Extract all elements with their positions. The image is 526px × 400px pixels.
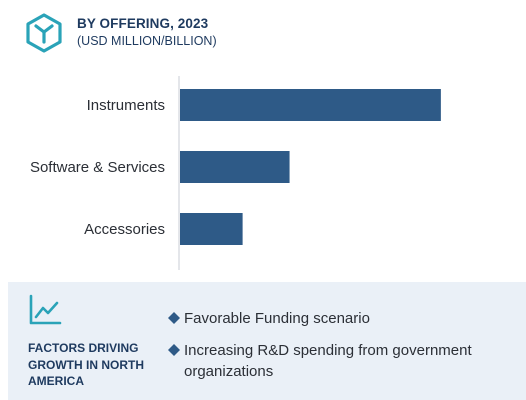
diamond-bullet-icon bbox=[168, 312, 180, 324]
trend-chart-icon bbox=[29, 294, 62, 325]
bar-2 bbox=[180, 213, 243, 245]
bar-chart: Instruments Software & Services Accessorie… bbox=[30, 76, 441, 270]
growth-drivers-panel: FACTORS DRIVING GROWTH IN NORTH AMERICA … bbox=[8, 282, 526, 400]
bar-1 bbox=[180, 151, 290, 183]
drivers-heading: FACTORS DRIVING GROWTH IN NORTH AMERICA bbox=[28, 341, 144, 388]
chart-subtitle: (USD MILLION/BILLION) bbox=[77, 34, 217, 48]
driver-text: Increasing R&D spending from government … bbox=[184, 342, 472, 380]
category-label: Accessories bbox=[84, 221, 165, 238]
drivers-list: Favorable Funding scenario Increasing R&… bbox=[168, 308, 518, 393]
bar-0 bbox=[180, 89, 441, 121]
chart-title: BY OFFERING, 2023 bbox=[77, 16, 209, 31]
hexagon-y-logo-icon bbox=[26, 13, 62, 53]
category-label: Instruments bbox=[87, 97, 165, 114]
chart-card: BY OFFERING, 2023 (USD MILLION/BILLION) … bbox=[26, 13, 441, 270]
diamond-bullet-icon bbox=[168, 344, 180, 356]
driver-text: Favorable Funding scenario bbox=[184, 310, 370, 327]
list-item: Increasing R&D spending from government … bbox=[168, 340, 518, 382]
category-label: Software & Services bbox=[30, 159, 165, 176]
list-item: Favorable Funding scenario bbox=[168, 308, 518, 329]
